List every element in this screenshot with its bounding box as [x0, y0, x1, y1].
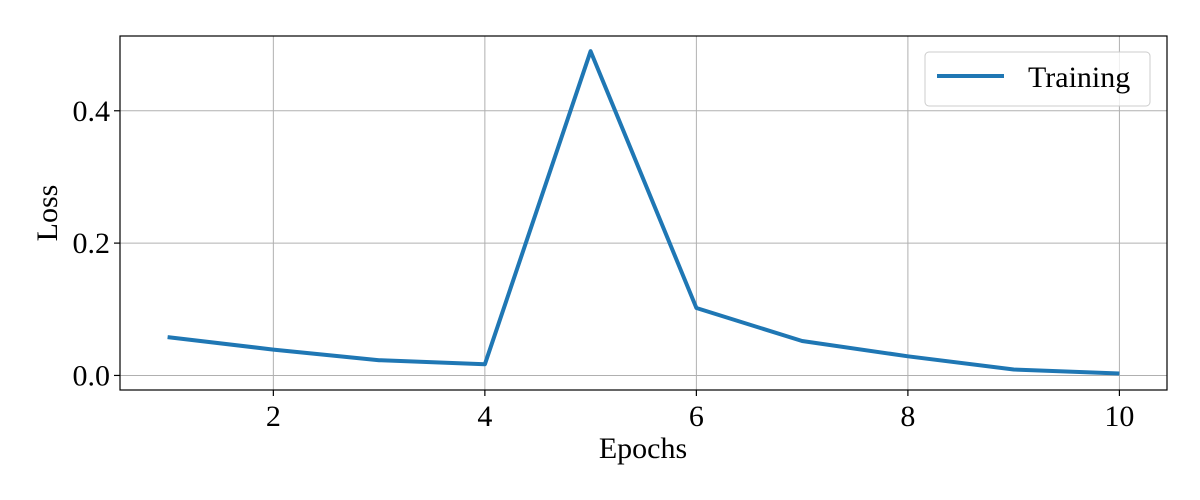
- x-tick-label: 10: [1104, 400, 1134, 433]
- x-tick-label: 8: [900, 400, 915, 433]
- x-tick-label: 4: [477, 400, 492, 433]
- grid: [120, 36, 1167, 390]
- x-tick-label: 2: [266, 400, 281, 433]
- y-axis-label: Loss: [31, 185, 64, 242]
- legend-label-training: Training: [1028, 61, 1130, 94]
- y-tick-label: 0.4: [73, 95, 111, 128]
- series-line-training: [167, 49, 1120, 376]
- series-layer: [167, 49, 1120, 376]
- x-tick-label: 6: [689, 400, 704, 433]
- axis-ticks: 2 4 6 8 10 0.0 0.2 0.4: [73, 95, 1135, 433]
- x-axis-label: Epochs: [599, 432, 687, 465]
- legend-box: [924, 51, 1151, 107]
- legend: Training: [924, 51, 1151, 107]
- y-tick-label: 0.2: [73, 227, 111, 260]
- axes-frame: [119, 35, 1168, 391]
- y-tick-label: 0.0: [73, 359, 111, 392]
